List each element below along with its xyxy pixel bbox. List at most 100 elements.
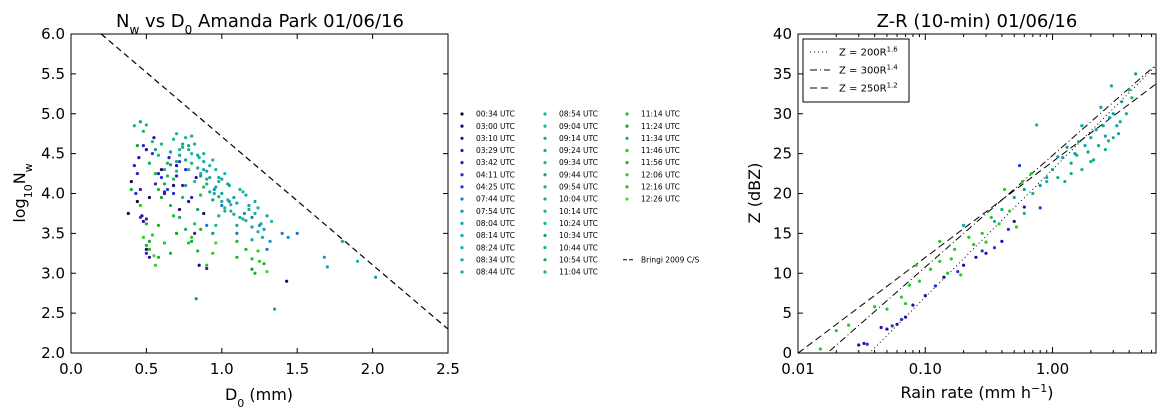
left-point-5-1 <box>141 144 145 148</box>
left-point-18-1 <box>187 167 191 172</box>
left-point-11-6 <box>355 259 360 263</box>
left-point-33-2 <box>211 251 215 255</box>
left-point-4-5 <box>190 195 194 200</box>
left-point-1-1 <box>144 247 148 251</box>
right-point-2-29 <box>1091 158 1096 162</box>
left-point-17-5 <box>247 207 251 212</box>
left-legend-marker <box>460 246 464 250</box>
left-point-16-2 <box>208 175 212 180</box>
reference-line <box>100 33 449 330</box>
left-legend-label: 10:34 UTC <box>559 231 598 240</box>
left-legend-marker <box>543 173 547 177</box>
left-point-2-1 <box>141 219 145 224</box>
left-point-2-4 <box>152 136 156 140</box>
left-point-13-4 <box>244 193 248 197</box>
left-point-14-2 <box>214 167 218 172</box>
right-point-1-1 <box>890 324 894 328</box>
left-point-7-2 <box>235 231 239 235</box>
left-point-12-3 <box>235 201 239 205</box>
left-point-28-3 <box>187 241 191 245</box>
left-point-28-1 <box>156 187 161 192</box>
chart-left-title: Nw vs D0 Amanda Park 01/06/16 <box>116 11 404 37</box>
left-x-tick-label: 2.5 <box>436 360 460 378</box>
left-point-0-2 <box>135 199 139 204</box>
right-point-4-16 <box>1014 225 1018 229</box>
right-point-4-23 <box>997 222 1001 226</box>
left-legend-label: 08:14 UTC <box>476 231 515 240</box>
left-point-20-1 <box>180 145 185 149</box>
left-legend-marker <box>460 233 464 238</box>
right-point-4-22 <box>984 240 988 244</box>
left-point-27-3 <box>184 227 188 231</box>
left-y-axis: 2.0 2.5 3.0 3.5 4.0 4.5 5.0 5.5 6.0 <box>41 25 448 362</box>
right-point-4-14 <box>989 215 993 220</box>
right-point-2-1 <box>992 219 997 224</box>
left-legend-label: 12:26 UTC <box>641 195 680 204</box>
left-point-32-2 <box>199 227 203 231</box>
left-legend: 00:34 UTC 03:00 UTC 03:10 UTC 03:29 UTC 03:4… <box>460 110 700 277</box>
left-point-3-4 <box>167 156 171 160</box>
left-y-tick-label: 4.5 <box>41 145 65 163</box>
right-point-2-11 <box>1089 136 1093 140</box>
left-point-6-1 <box>150 152 155 156</box>
chart-right-title: Z-R (10-min) 01/06/16 <box>877 11 1078 32</box>
right-point-2-19 <box>1134 72 1138 76</box>
right-point-0-4 <box>895 322 899 326</box>
left-point-29-4 <box>194 297 198 301</box>
left-legend-marker <box>460 136 464 140</box>
right-point-0-6 <box>911 303 915 307</box>
left-point-1-8 <box>285 279 289 283</box>
left-legend-label: 08:04 UTC <box>476 219 515 228</box>
left-point-6-3 <box>177 160 182 164</box>
right-point-4-4 <box>885 307 889 311</box>
left-legend-marker <box>460 161 464 165</box>
right-point-2-14 <box>1107 116 1112 120</box>
right-point-4-17 <box>1020 179 1025 184</box>
left-point-26-4 <box>190 239 194 243</box>
left-point-12-6 <box>374 275 378 279</box>
right-point-2-20 <box>1099 105 1103 109</box>
left-legend-marker <box>543 221 547 225</box>
right-y-axis: 0 5 10 15 20 25 30 35 40 <box>773 25 1156 362</box>
left-legend-label: 00:34 UTC <box>476 110 515 119</box>
left-x-tick-label: 0.0 <box>59 360 83 378</box>
left-legend-label: 04:25 UTC <box>476 183 515 192</box>
left-point-27-1 <box>153 171 158 176</box>
right-point-4-0 <box>818 347 823 351</box>
left-point-27-2 <box>168 203 173 208</box>
left-point-18-0 <box>171 137 176 141</box>
right-point-1-8 <box>1017 163 1022 168</box>
left-legend-marker <box>460 258 464 262</box>
left-point-26-2 <box>162 182 167 186</box>
left-point-16-0 <box>180 142 185 146</box>
left-legend-label: 11:56 UTC <box>641 158 680 167</box>
right-point-4-3 <box>873 305 877 309</box>
right-x-tick-label: 0.01 <box>781 360 814 378</box>
right-point-3-1 <box>1022 211 1026 216</box>
right-point-2-13 <box>1101 124 1105 128</box>
right-point-2-21 <box>1109 84 1113 88</box>
left-y-tick-label: 2.5 <box>41 304 65 322</box>
left-point-24-0 <box>153 148 158 152</box>
right-point-0-2 <box>879 325 883 330</box>
right-zr-lines <box>798 64 1156 353</box>
left-plot-marks <box>100 33 449 330</box>
right-point-0-7 <box>923 293 927 298</box>
left-point-24-4 <box>211 231 215 235</box>
left-point-22-1 <box>174 169 179 173</box>
left-x-tick-label: 0.5 <box>134 360 158 378</box>
right-point-3-7 <box>1089 160 1093 164</box>
left-y-tick-label: 6.0 <box>41 25 65 43</box>
left-point-9-0 <box>202 167 206 172</box>
left-point-11-5 <box>269 219 274 224</box>
left-legend-label: 08:24 UTC <box>476 243 515 252</box>
left-legend-marker <box>543 209 547 213</box>
left-point-8-2 <box>242 211 247 216</box>
right-y-tick-label: 25 <box>773 145 792 163</box>
right-legend: Z = 200R1.6 Z = 300R1.4 Z = 250R1.2 <box>802 38 910 103</box>
left-point-32-1 <box>156 255 161 259</box>
left-point-13-3 <box>229 209 233 213</box>
right-point-0-0 <box>857 343 861 347</box>
left-point-31-4 <box>257 259 262 263</box>
left-point-9-1 <box>217 175 221 180</box>
